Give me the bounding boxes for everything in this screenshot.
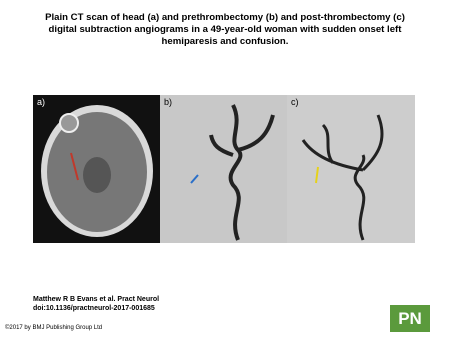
vessels bbox=[301, 114, 384, 241]
vessels bbox=[209, 104, 275, 241]
journal-logo: PN bbox=[390, 305, 430, 332]
copyright: ©2017 by BMJ Publishing Group Ltd bbox=[5, 325, 103, 331]
blue-arrow bbox=[190, 174, 199, 184]
slide-title: Plain CT scan of head (a) and prethrombe… bbox=[45, 12, 405, 47]
panel-label: c) bbox=[291, 97, 299, 107]
figure: a) b) c) bbox=[33, 95, 415, 243]
ventricles bbox=[83, 157, 111, 193]
citation-authors: Matthew R B Evans et al. Pract Neurol bbox=[33, 296, 160, 303]
panel-label: a) bbox=[37, 97, 45, 107]
orbit bbox=[59, 113, 79, 133]
citation-doi: doi:10.1136/practneurol-2017-001685 bbox=[33, 305, 155, 312]
yellow-arrow bbox=[315, 166, 319, 184]
angio-panel bbox=[160, 95, 287, 243]
red-arrow bbox=[70, 152, 79, 181]
citation: Matthew R B Evans et al. Pract Neurol do… bbox=[33, 295, 159, 313]
panel-label: b) bbox=[164, 97, 172, 107]
